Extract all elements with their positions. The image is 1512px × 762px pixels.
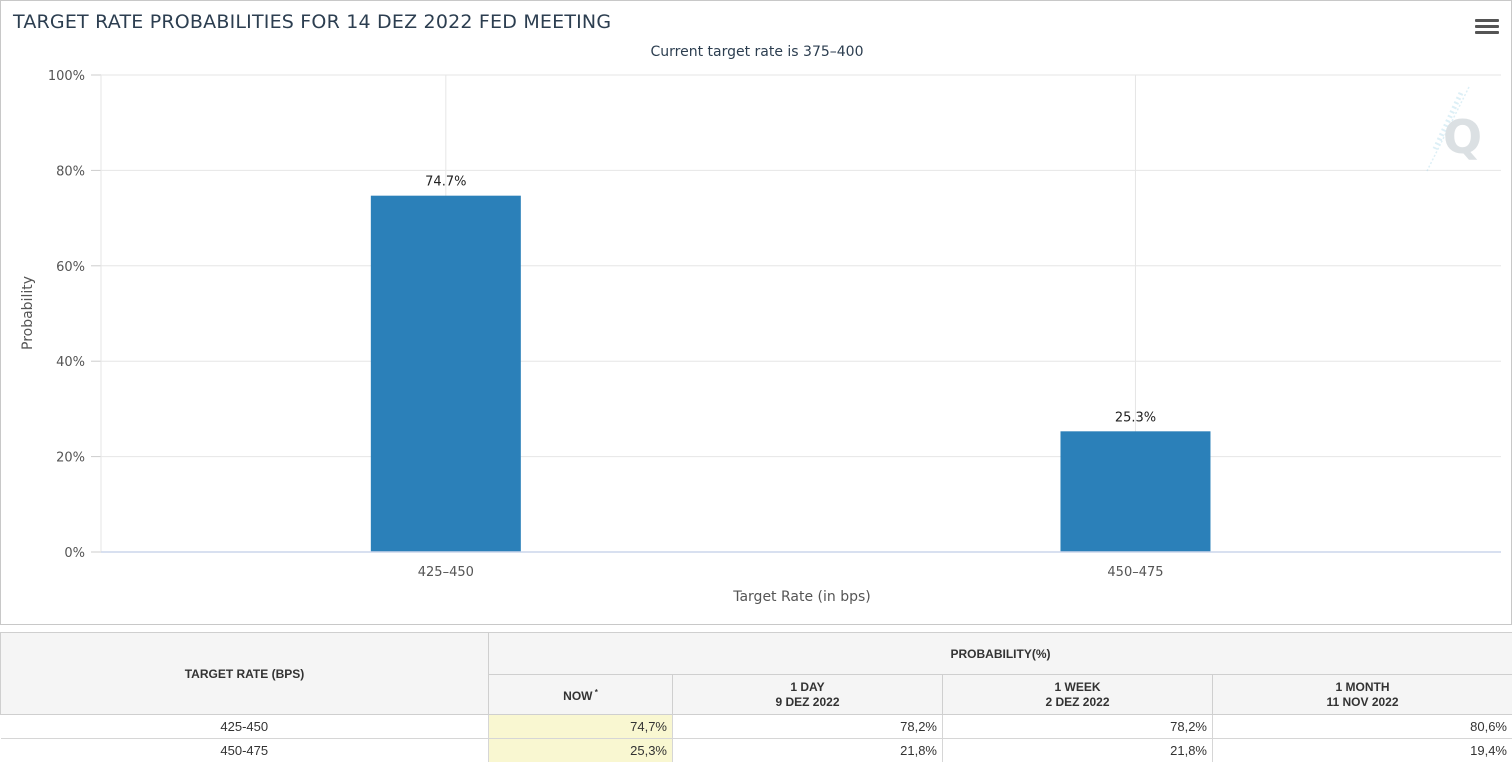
bar[interactable] [370,195,521,552]
axes: 0% 20% 40% 60% 80% 100% 425–450 450–475 [48,69,1501,580]
column-header-label: NOW [563,689,593,703]
grid-lines [101,74,1501,552]
y-tick-label: 60% [56,260,85,275]
column-header: 1 DAY 9 DEZ 2022 [672,674,943,715]
cell-day: 78,2% [672,714,943,739]
menu-icon-line [1475,19,1499,22]
x-axis-title: Target Rate (in bps) [732,589,871,605]
cell-rate: 450-475 [0,738,489,762]
footnote-marker: * [592,688,598,697]
column-header: 1 WEEK 2 DEZ 2022 [942,674,1213,715]
cell-now: 25,3% [488,738,673,762]
cell-week: 78,2% [942,714,1213,739]
target-rate-header: TARGET RATE (BPS) [0,632,489,715]
svg-text:Q: Q [1443,110,1482,164]
column-header-date: 9 DEZ 2022 [775,694,840,709]
quikstrike-logo-watermark: Q [1426,86,1482,172]
cell-month: 80,6% [1212,714,1512,739]
bar-chart: Q 74.7% 25.3% 0% 20% 40% 60% 80% 100% 425–450 45… [20,69,1501,605]
column-header-label: 1 WEEK [1054,679,1101,694]
y-tick-label: 0% [64,546,85,561]
y-tick-label: 40% [56,355,85,370]
column-header-label: 1 MONTH [1335,679,1390,694]
menu-icon-line [1475,25,1499,28]
bar-data-label: 74.7% [425,175,466,190]
chart-menu-button[interactable] [1475,19,1499,39]
bar[interactable] [1060,431,1211,552]
table-body: 425-450 74,7% 78,2% 78,2% 80,6% 450-475 25,3% 2… [0,714,1512,762]
menu-icon-line [1475,31,1499,34]
y-tick-label: 20% [56,451,85,466]
y-axis-title: Probability [20,276,36,350]
chart-title: TARGET RATE PROBABILITIES FOR 14 DEZ 202… [13,11,612,33]
probability-table: TARGET RATE (BPS) PROBABILITY(%) NOW * 1 … [0,632,1512,762]
x-tick-label: 450–475 [1107,565,1163,580]
table-row: 450-475 25,3% 21,8% 21,8% 19,4% [0,738,1512,762]
column-header-date: 2 DEZ 2022 [1045,694,1110,709]
cell-now: 74,7% [488,714,673,739]
probability-group-header: PROBABILITY(%) [488,632,1512,675]
cell-day: 21,8% [672,738,943,762]
column-header-label: 1 DAY [790,679,825,694]
cell-rate: 425-450 [0,714,489,739]
chart-panel: TARGET RATE PROBABILITIES FOR 14 DEZ 202… [0,0,1512,625]
cell-month: 19,4% [1212,738,1512,762]
y-tick-label: 100% [48,69,85,84]
chart-subtitle: Current target rate is 375–400 [650,44,864,60]
cell-week: 21,8% [942,738,1213,762]
bar-data-label: 25.3% [1115,410,1156,425]
column-header-row: NOW * 1 DAY 9 DEZ 2022 1 WEEK 2 DEZ 2022 1 MO… [1,674,1512,715]
column-header: 1 MONTH 11 NOV 2022 [1212,674,1512,715]
column-header: NOW * [488,674,673,715]
column-header-date: 11 NOV 2022 [1326,694,1399,709]
y-tick-label: 80% [56,164,85,179]
x-tick-label: 425–450 [418,565,474,580]
table-row: 425-450 74,7% 78,2% 78,2% 80,6% [0,714,1512,739]
bars: 74.7% 25.3% [370,175,1211,552]
